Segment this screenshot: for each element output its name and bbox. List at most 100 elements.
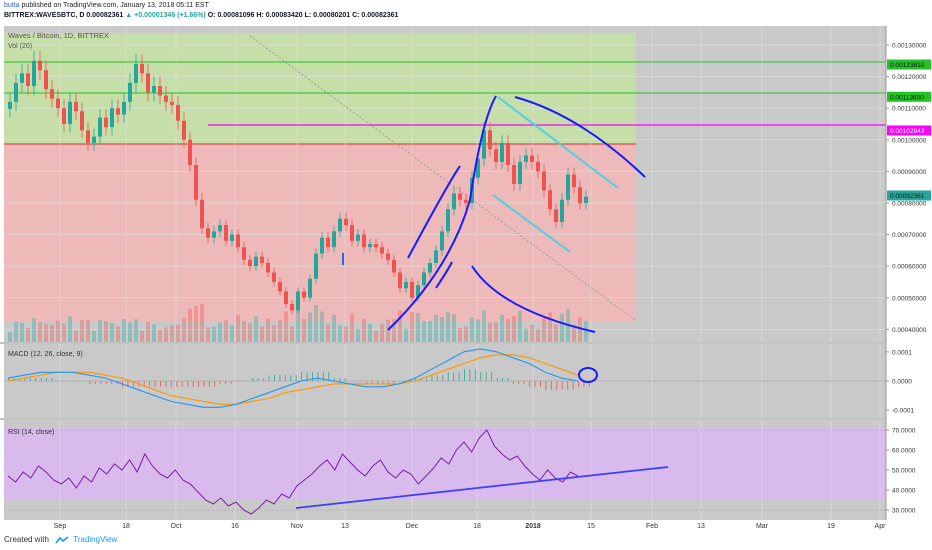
volume-bar — [320, 311, 324, 342]
x-axis-labels: Sep 18 Oct 16 Nov 13 Dec 18 2018 15 Feb 13 Mar 19 Apr — [54, 523, 886, 530]
macd-histogram-bar — [458, 372, 460, 381]
macd-histogram-bar — [263, 378, 265, 381]
macd-histogram-bar — [420, 378, 422, 381]
candle-body — [116, 108, 120, 115]
volume-bar — [482, 310, 486, 342]
candle-body — [104, 117, 108, 128]
volume-bar — [182, 318, 186, 342]
candle-body — [338, 218, 342, 232]
macd-histogram-bar — [214, 381, 216, 387]
grid — [4, 26, 886, 520]
y-tick-label: 70.0000 — [892, 428, 916, 435]
volume-bar — [188, 308, 192, 342]
volume-bar — [314, 305, 318, 342]
macd-histogram-bar — [279, 375, 281, 381]
volume-bar — [560, 313, 564, 342]
author-link[interactable]: butta — [4, 2, 20, 9]
candle-body — [302, 291, 306, 298]
candle-body — [494, 149, 498, 162]
chart-area[interactable]: 0.00130000 0.00120000 0.00110000 0.00100000… — [0, 22, 932, 532]
tradingview-brand[interactable]: TradingView — [73, 535, 118, 544]
macd-histogram-bar — [377, 381, 379, 384]
candle-body — [392, 259, 396, 273]
volume-bar — [20, 323, 24, 342]
volume-bar — [260, 326, 264, 342]
macd-histogram-bar — [306, 372, 308, 381]
y-tick-label: 0.00070000 — [892, 232, 927, 239]
macd-histogram-bar — [328, 372, 330, 381]
drawn-small-curve — [435, 261, 453, 289]
candlesticks — [8, 50, 588, 315]
candle-body — [266, 263, 270, 273]
macd-histogram-bar — [431, 375, 433, 381]
candle-body — [284, 291, 288, 305]
volume-bar — [422, 321, 426, 342]
macd-histogram-bar — [366, 381, 368, 384]
macd-histogram-bar — [415, 378, 417, 381]
candle-body — [194, 165, 198, 200]
candle-body — [260, 256, 264, 263]
candle-body — [206, 228, 210, 238]
volume-bar — [248, 323, 252, 342]
macd-histogram-bar — [572, 381, 574, 390]
volume-bar — [296, 307, 300, 342]
macd-histogram-bar — [502, 378, 503, 381]
macd-histogram-bar — [225, 381, 227, 384]
macd-histogram-bar — [388, 381, 389, 384]
macd-histogram-bar — [496, 378, 498, 381]
candle-body — [554, 209, 558, 222]
volume-bar — [68, 316, 72, 342]
volume-bar — [458, 328, 462, 342]
volume-bars — [8, 304, 588, 342]
candle-body — [578, 187, 582, 203]
candle-body — [86, 130, 90, 143]
candle-body — [8, 101, 12, 109]
macd-histogram-bar — [295, 375, 297, 381]
macd-histogram-bar — [35, 378, 37, 381]
rsi-trendline — [295, 466, 669, 509]
macd-histogram-bar — [165, 381, 167, 387]
volume-bar — [506, 318, 510, 342]
macd-histogram-bar — [187, 381, 189, 387]
signal-line — [7, 354, 579, 405]
volume-bar — [272, 325, 276, 342]
volume-bar — [302, 319, 306, 342]
macd-histogram-bar — [545, 381, 547, 390]
price-scale[interactable] — [886, 26, 932, 520]
candle-body — [290, 304, 294, 311]
volume-bar — [116, 326, 120, 342]
y-tick-label: 0.00090000 — [892, 169, 927, 176]
candle-body — [434, 250, 438, 263]
volume-bar — [236, 314, 240, 342]
volume-bar — [476, 319, 480, 342]
x-tick-label: 18 — [122, 523, 130, 530]
candle-body — [134, 63, 138, 83]
volume-bar — [404, 328, 408, 342]
candle-body — [62, 108, 66, 124]
macd-histogram-bar — [24, 378, 26, 381]
volume-bar — [32, 318, 36, 342]
price-pane-title: Waves / Bitcoin, 1D, BITTREX — [8, 31, 109, 40]
price-label: 0.00123810 — [890, 62, 925, 69]
macd-histogram-bar — [252, 378, 254, 381]
macd-histogram-bar — [583, 381, 585, 387]
macd-title: MACD (12, 26, close, 9) — [8, 351, 83, 358]
volume-bar — [518, 310, 522, 342]
volume-bar — [140, 331, 144, 342]
macd-histogram-bar — [480, 372, 482, 381]
last-price: 0.00082361 — [86, 12, 124, 19]
macd-histogram-bar — [540, 381, 541, 387]
created-with-text: Created with — [4, 535, 49, 544]
price-label-bg — [887, 190, 931, 201]
y-tick-label: 0.00080000 — [892, 200, 927, 207]
volume-bar — [548, 312, 552, 342]
macd-histogram-bar — [317, 372, 319, 381]
candle-body — [128, 82, 132, 102]
macd-histogram-bar — [344, 378, 346, 381]
macd-histogram-bar — [426, 378, 427, 381]
macd-histogram-bar — [198, 381, 199, 387]
candle-body — [50, 89, 54, 99]
candle-body — [572, 174, 576, 188]
candle-body — [458, 193, 462, 200]
drawn-lower-arc — [471, 265, 596, 333]
